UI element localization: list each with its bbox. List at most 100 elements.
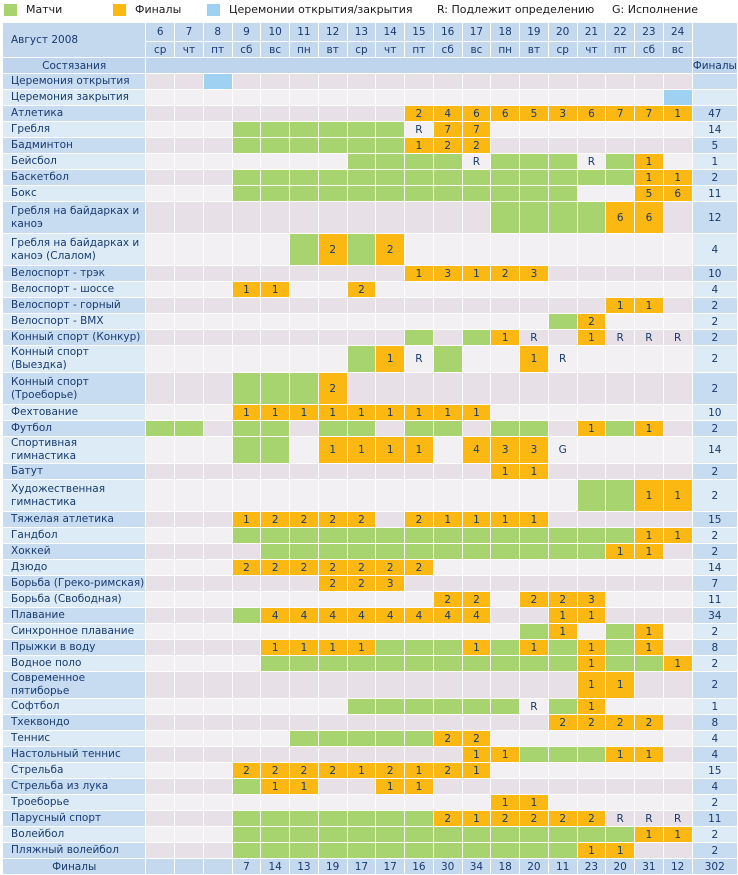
sport-finals-total: 2 [692, 656, 737, 671]
empty-cell [318, 330, 347, 345]
empty-cell [318, 90, 347, 105]
event-cell [491, 154, 520, 169]
sport-name[interactable]: Тхеквондо [3, 715, 146, 730]
final-cell: 1 [635, 480, 663, 511]
sport-row: Прыжки в воду 1 1 1 1 1 1 1 1 8 [3, 640, 737, 655]
empty-cell [577, 576, 606, 591]
sport-name[interactable]: Гребля на байдарках и каноэ (Слалом) [3, 234, 146, 265]
final-cell: 1 [462, 763, 491, 778]
sport-name[interactable]: Хоккей [3, 544, 146, 559]
event-cell [347, 811, 376, 826]
sport-name[interactable]: Конный спорт (Выездка) [3, 346, 146, 372]
sport-name[interactable]: Пляжный волейбол [3, 843, 146, 858]
sport-name[interactable]: Бадминтон [3, 138, 146, 153]
empty-cell [405, 795, 433, 810]
empty-cell [635, 138, 663, 153]
sport-name[interactable]: Конный спорт (Троеборье) [3, 373, 146, 404]
empty-cell [175, 122, 203, 137]
event-cell [347, 122, 376, 137]
empty-cell [491, 90, 520, 105]
final-cell: 2 [577, 715, 606, 730]
sport-name[interactable]: Велоспорт - трэк [3, 266, 146, 281]
sport-name[interactable]: Плавание [3, 608, 146, 623]
sport-name[interactable]: Гребля на байдарках и каноэ [3, 202, 146, 233]
empty-cell [175, 90, 203, 105]
empty-cell [146, 811, 175, 826]
event-cell [261, 827, 290, 842]
sport-name[interactable]: Церемония открытия [3, 74, 146, 89]
event-cell [318, 170, 347, 185]
empty-cell [232, 699, 261, 714]
empty-cell [405, 624, 433, 639]
sport-name[interactable]: Гандбол [3, 528, 146, 543]
sport-name[interactable]: Парусный спорт [3, 811, 146, 826]
sport-finals-total: 5 [692, 138, 737, 153]
sport-name[interactable]: Спортивная гимнастика [3, 437, 146, 463]
empty-cell [232, 624, 261, 639]
empty-cell [261, 731, 290, 746]
empty-cell [146, 314, 175, 329]
event-cell [232, 811, 261, 826]
sport-name[interactable]: Стрельба из лука [3, 779, 146, 794]
sport-name[interactable]: Церемония закрытия [3, 90, 146, 105]
sport-name[interactable]: Настольный теннис [3, 747, 146, 762]
sport-name[interactable]: Фехтование [3, 405, 146, 420]
sport-row: Велоспорт - BMX 2 2 [3, 314, 737, 329]
sport-finals-total: 11 [692, 811, 737, 826]
empty-cell [318, 779, 347, 794]
sport-name[interactable]: Теннис [3, 731, 146, 746]
empty-cell [405, 592, 433, 607]
sport-name[interactable]: Футбол [3, 421, 146, 436]
empty-cell [175, 827, 203, 842]
final-cell: 1 [290, 640, 318, 655]
sport-name[interactable]: Борьба (Греко-римская) [3, 576, 146, 591]
sport-name[interactable]: Троеборье [3, 795, 146, 810]
legend-tbd: R: Подлежит определению [437, 3, 594, 16]
empty-cell [635, 314, 663, 329]
sport-name[interactable]: Волейбол [3, 827, 146, 842]
empty-cell [203, 90, 232, 105]
empty-cell [577, 282, 606, 297]
sport-name[interactable]: Водное поло [3, 656, 146, 671]
event-cell [548, 747, 577, 762]
event-cell [520, 421, 548, 436]
sport-name[interactable]: Художественная гимнастика [3, 480, 146, 511]
final-cell: 2 [318, 576, 347, 591]
sport-name[interactable]: Тяжелая атлетика [3, 512, 146, 527]
day-number: 11 [290, 23, 318, 41]
final-cell: 1 [232, 282, 261, 297]
empty-cell [175, 795, 203, 810]
empty-cell [405, 715, 433, 730]
sport-name[interactable]: Борьба (Свободная) [3, 592, 146, 607]
empty-cell [491, 576, 520, 591]
empty-cell [520, 90, 548, 105]
sport-name[interactable]: Стрельба [3, 763, 146, 778]
empty-cell [146, 608, 175, 623]
empty-cell [203, 843, 232, 858]
event-cell [491, 186, 520, 201]
empty-cell [146, 186, 175, 201]
event-cell [318, 528, 347, 543]
empty-cell [548, 464, 577, 479]
sport-name[interactable]: Баскетбол [3, 170, 146, 185]
sport-name[interactable]: Велоспорт - BMX [3, 314, 146, 329]
sport-name[interactable]: Бокс [3, 186, 146, 201]
sport-name[interactable]: Велоспорт - горный [3, 298, 146, 313]
sport-name[interactable]: Софтбол [3, 699, 146, 714]
sport-name[interactable]: Современное пятиборье [3, 672, 146, 698]
final-cell: 2 [290, 763, 318, 778]
sport-name[interactable]: Гребля [3, 122, 146, 137]
sport-name[interactable]: Прыжки в воду [3, 640, 146, 655]
sport-name[interactable]: Велоспорт - шоссе [3, 282, 146, 297]
sport-name[interactable]: Конный спорт (Конкур) [3, 330, 146, 345]
event-cell [347, 421, 376, 436]
final-cell: 1 [520, 640, 548, 655]
sport-name[interactable]: Батут [3, 464, 146, 479]
sport-name[interactable]: Атлетика [3, 106, 146, 121]
empty-cell [232, 464, 261, 479]
sport-name[interactable]: Бейсбол [3, 154, 146, 169]
empty-cell [433, 202, 462, 233]
daily-finals-count: 13 [290, 859, 318, 874]
sport-name[interactable]: Синхронное плавание [3, 624, 146, 639]
sport-name[interactable]: Дзюдо [3, 560, 146, 575]
